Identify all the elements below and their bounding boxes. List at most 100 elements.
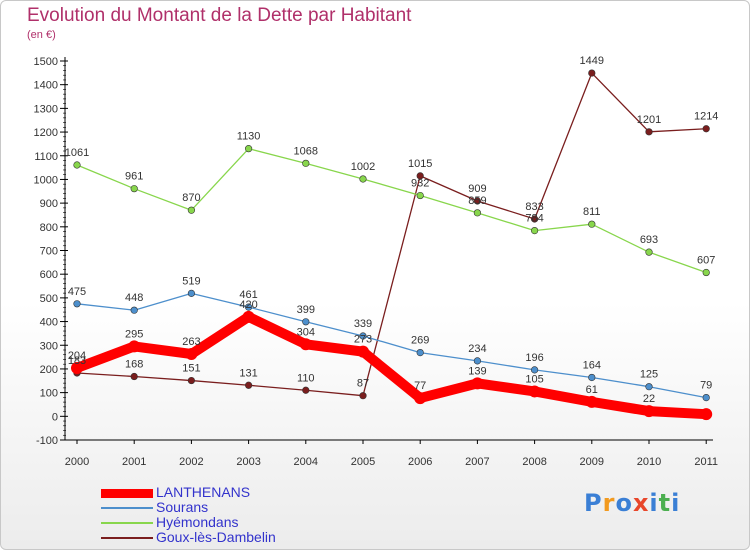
data-point [702, 125, 710, 133]
brand-letter: P [584, 489, 603, 517]
brand-letter: i [649, 489, 659, 517]
data-label: 811 [583, 206, 601, 218]
data-point [359, 392, 367, 400]
data-point [187, 289, 195, 297]
data-label: 519 [182, 275, 200, 287]
data-point [245, 145, 253, 153]
data-label: 859 [468, 195, 486, 207]
data-point [299, 338, 312, 351]
data-point [357, 345, 369, 358]
data-point [588, 220, 596, 228]
data-point [73, 161, 81, 169]
data-point [130, 306, 138, 314]
series-line [76, 72, 707, 397]
data-point [130, 185, 138, 193]
data-point [302, 386, 310, 394]
data-label: 1061 [65, 147, 89, 159]
series-line [76, 147, 707, 274]
data-label: 295 [125, 328, 143, 340]
legend-swatch [101, 537, 153, 539]
data-label: 204 [68, 350, 86, 362]
data-label: 1201 [637, 114, 661, 126]
y-tick-label: -100 [36, 435, 58, 447]
data-label: 420 [239, 299, 257, 311]
data-point [73, 300, 81, 308]
x-tick-label: 2005 [351, 456, 375, 468]
data-point [473, 197, 482, 205]
data-label: 79 [700, 380, 712, 392]
data-point [588, 373, 596, 382]
data-label: 22 [643, 393, 655, 405]
data-point [473, 209, 482, 217]
data-point [128, 340, 141, 353]
brand-letter: x [632, 489, 650, 517]
data-point [71, 361, 83, 374]
data-label: 784 [525, 213, 543, 225]
brand-letter: o [615, 489, 633, 517]
data-label: 475 [68, 286, 86, 298]
data-point [530, 227, 539, 235]
data-label: 110 [297, 372, 315, 384]
y-tick-label: 100 [40, 388, 58, 400]
data-label: 87 [357, 378, 369, 390]
data-label: 1130 [237, 131, 261, 143]
data-point [585, 395, 598, 408]
x-tick-label: 2011 [694, 456, 718, 468]
x-tick-label: 2001 [122, 456, 146, 468]
data-label: 1449 [580, 55, 604, 67]
data-label: 961 [125, 171, 143, 183]
x-tick-label: 2010 [637, 456, 661, 468]
data-point [645, 383, 653, 391]
data-label: 304 [297, 326, 315, 338]
legend-label: LANTHENANS [156, 484, 251, 500]
data-point [130, 372, 138, 381]
brand-logo: Proxiti [584, 489, 680, 517]
data-label: 196 [525, 352, 543, 364]
x-tick-label: 2007 [465, 456, 489, 468]
data-label: 77 [414, 380, 426, 392]
data-point [242, 310, 255, 323]
y-tick-label: 1000 [34, 174, 58, 186]
data-label: 269 [411, 335, 429, 347]
chart-title: Evolution du Montant de la Dette par Hab… [27, 5, 412, 26]
data-point [359, 332, 367, 340]
data-label: 1214 [694, 111, 718, 123]
data-label: 870 [182, 192, 200, 204]
brand-letter: i [671, 489, 681, 517]
y-tick-label: 600 [40, 269, 58, 281]
data-point [414, 392, 427, 405]
data-point [700, 408, 713, 421]
data-point [302, 159, 310, 167]
brand-letter: r [602, 489, 616, 517]
data-label: 151 [182, 363, 200, 375]
data-label: 461 [239, 289, 257, 301]
legend-label: Goux-lès-Dambelin [156, 529, 276, 545]
y-tick-label: 900 [40, 198, 58, 210]
data-label: 399 [297, 304, 315, 316]
data-label: 168 [125, 359, 143, 371]
data-point [416, 348, 424, 357]
y-tick-label: 1100 [34, 151, 58, 163]
data-label: 909 [468, 183, 486, 195]
data-label: 1015 [408, 158, 432, 170]
data-point [530, 366, 539, 374]
data-point [473, 357, 482, 365]
data-point [245, 303, 253, 311]
data-label: 263 [182, 336, 200, 348]
data-point [528, 385, 541, 398]
data-point [416, 172, 424, 180]
data-label: 125 [640, 369, 658, 381]
y-tick-label: 500 [40, 293, 58, 305]
legend-swatch [101, 507, 153, 509]
data-point [645, 248, 653, 256]
x-tick-label: 2008 [522, 456, 546, 468]
x-tick-label: 2003 [236, 456, 260, 468]
data-label: 607 [697, 255, 715, 267]
y-tick-label: 800 [40, 222, 58, 234]
data-label: 448 [125, 292, 143, 304]
data-point [588, 69, 596, 77]
y-tick-label: 1300 [34, 103, 58, 115]
data-point [643, 405, 655, 418]
